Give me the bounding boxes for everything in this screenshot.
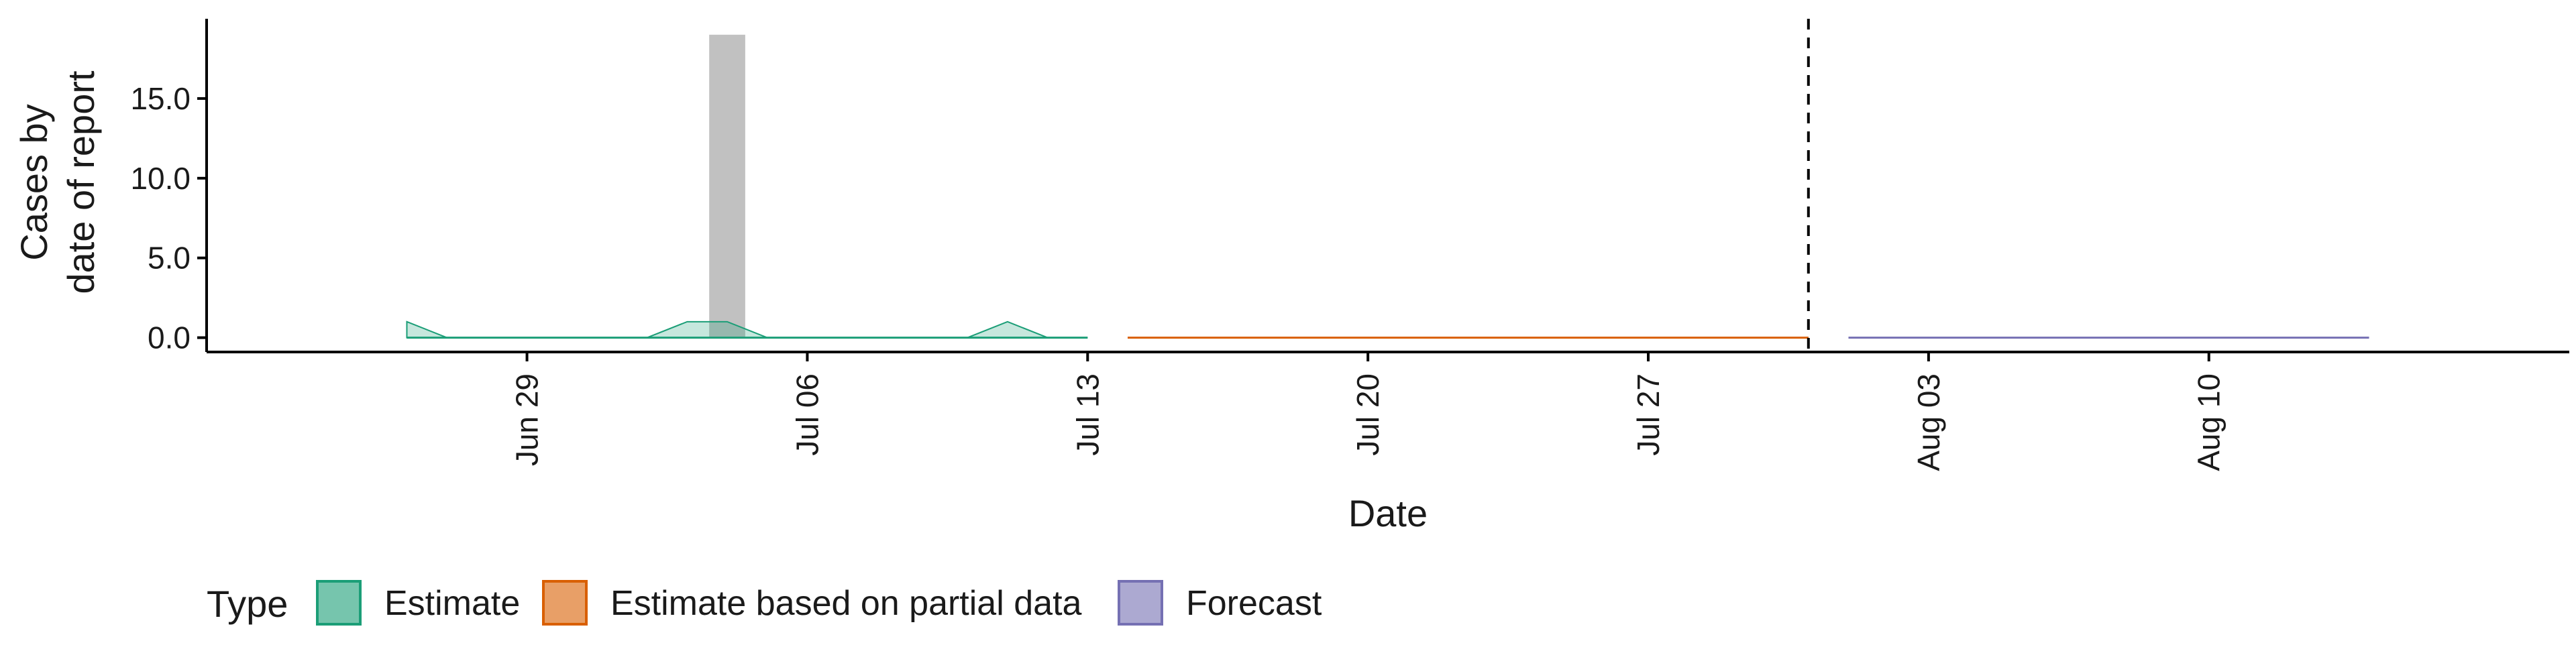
x-tick-label-5: Aug 03 — [1911, 373, 1946, 471]
legend-key-partial — [542, 580, 588, 626]
reported-cases-bar-0 — [709, 34, 745, 338]
plot-area — [406, 19, 2369, 352]
y-tick-label-3: 15.0 — [130, 81, 191, 116]
y-tick-label-2: 10.0 — [130, 161, 191, 196]
legend-key-forecast — [1118, 580, 1163, 626]
y-tick-label-0: 0.0 — [148, 320, 191, 355]
y-axis-title-line-1: Cases by — [13, 104, 55, 260]
legend-label-forecast: Forecast — [1186, 584, 1322, 623]
x-tick-label-3: Jul 20 — [1350, 373, 1385, 456]
y-axis-ticks: 0.0 5.0 10.0 15.0 — [130, 81, 207, 355]
series-ribbon-0 — [406, 320, 1088, 339]
x-tick-label-2: Jul 13 — [1070, 373, 1105, 456]
y-axis-title-line-2: date of report — [60, 70, 102, 294]
legend-label-partial: Estimate based on partial data — [610, 584, 1082, 623]
x-tick-label-4: Jul 27 — [1631, 373, 1666, 456]
x-tick-label-1: Jul 06 — [790, 373, 824, 456]
legend-title: Type — [207, 583, 288, 625]
y-tick-label-1: 5.0 — [148, 241, 191, 276]
x-tick-label-0: Jun 29 — [510, 373, 545, 466]
legend-label-estimate: Estimate — [384, 584, 520, 623]
x-tick-label-6: Aug 10 — [2192, 373, 2226, 471]
x-axis-ticks: Jun 29 Jul 06 Jul 13 Jul 20 Jul 27 Aug 03 Aug … — [510, 352, 2226, 471]
legend-key-estimate — [316, 580, 362, 626]
legend: Type Estimate Estimate based on partial … — [207, 580, 1322, 626]
x-axis-title: Date — [1348, 492, 1428, 534]
